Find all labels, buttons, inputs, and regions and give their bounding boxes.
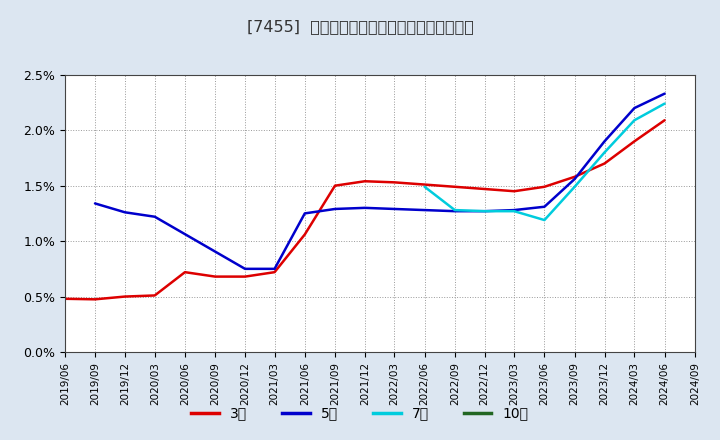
Text: [7455]  当期純利益マージンの標準偏差の推移: [7455] 当期純利益マージンの標準偏差の推移 <box>246 19 474 34</box>
Legend: 3年, 5年, 7年, 10年: 3年, 5年, 7年, 10年 <box>186 401 534 426</box>
